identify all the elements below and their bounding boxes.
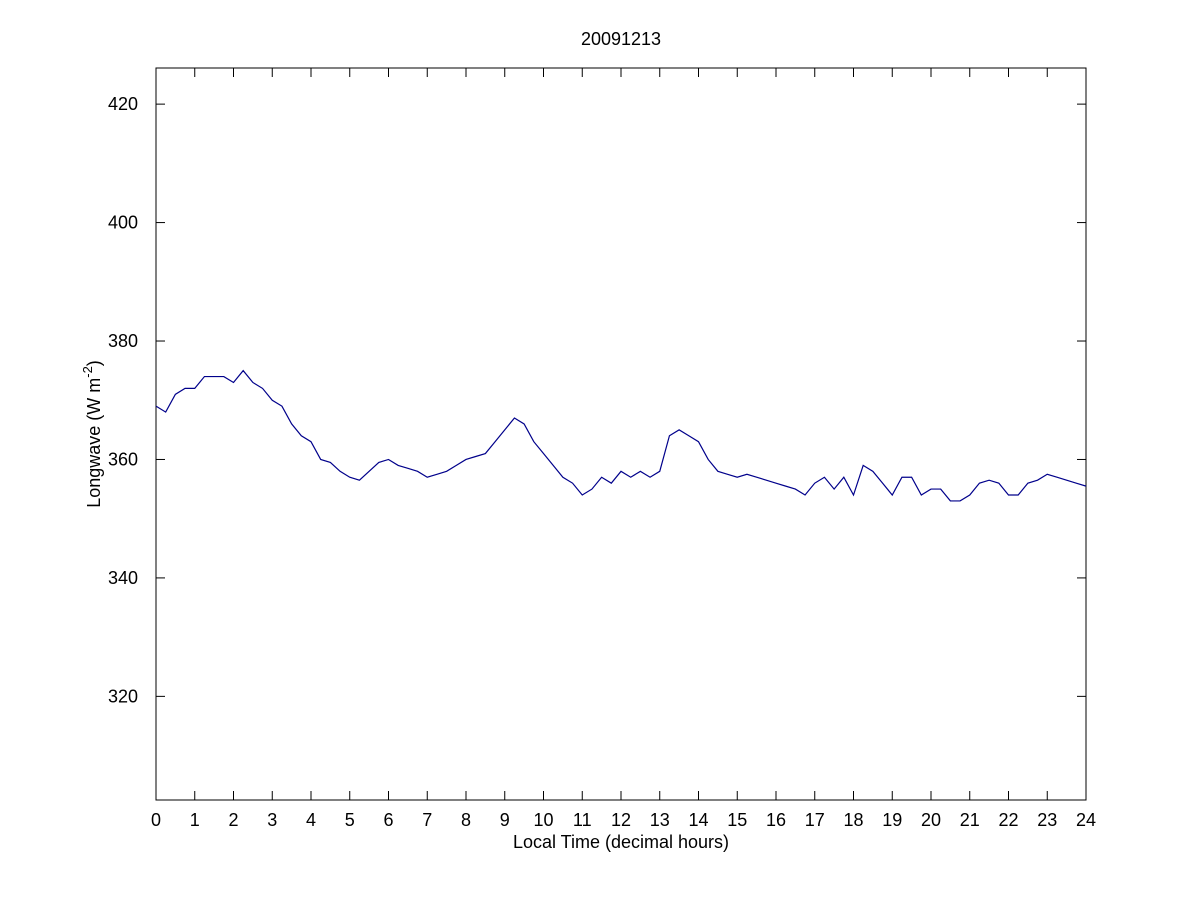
x-tick-label: 19 bbox=[882, 810, 902, 830]
y-tick-label: 400 bbox=[108, 213, 138, 233]
x-tick-label: 7 bbox=[422, 810, 432, 830]
x-tick-label: 4 bbox=[306, 810, 316, 830]
x-axis-label: Local Time (decimal hours) bbox=[513, 832, 729, 852]
y-tick-label: 380 bbox=[108, 331, 138, 351]
y-label-end: ) bbox=[84, 360, 104, 366]
x-tick-label: 21 bbox=[960, 810, 980, 830]
x-tick-label: 20 bbox=[921, 810, 941, 830]
x-tick-label: 11 bbox=[573, 810, 592, 830]
x-tick-label: 14 bbox=[688, 810, 708, 830]
y-tick-label: 320 bbox=[108, 686, 138, 706]
data-line bbox=[155, 369, 1087, 502]
x-tick-label: 23 bbox=[1037, 810, 1057, 830]
x-tick-label: 8 bbox=[461, 810, 471, 830]
x-tick-label: 16 bbox=[766, 810, 786, 830]
x-tick-label: 0 bbox=[151, 810, 161, 830]
y-label-sup: -2 bbox=[80, 366, 95, 378]
x-tick-label: 3 bbox=[267, 810, 277, 830]
x-tick-label: 10 bbox=[533, 810, 553, 830]
x-tick-label: 24 bbox=[1076, 810, 1096, 830]
x-tick-label: 12 bbox=[611, 810, 631, 830]
x-tick-label: 5 bbox=[345, 810, 355, 830]
x-tick-label: 22 bbox=[998, 810, 1018, 830]
x-tick-label: 15 bbox=[727, 810, 747, 830]
x-tick-label: 17 bbox=[805, 810, 825, 830]
x-tick-label: 18 bbox=[843, 810, 863, 830]
x-tick-label: 2 bbox=[228, 810, 238, 830]
x-tick-label: 1 bbox=[190, 810, 200, 830]
y-axis-label: Longwave (W m-2) bbox=[80, 360, 104, 508]
y-label-main: Longwave (W m bbox=[84, 378, 104, 508]
y-tick-label: 420 bbox=[108, 94, 138, 114]
y-tick-label: 340 bbox=[108, 568, 138, 588]
y-tick-label: 360 bbox=[108, 449, 138, 469]
x-tick-label: 9 bbox=[500, 810, 510, 830]
x-tick-label: 6 bbox=[383, 810, 393, 830]
chart-title: 20091213 bbox=[581, 29, 661, 49]
x-tick-label: 13 bbox=[650, 810, 670, 830]
